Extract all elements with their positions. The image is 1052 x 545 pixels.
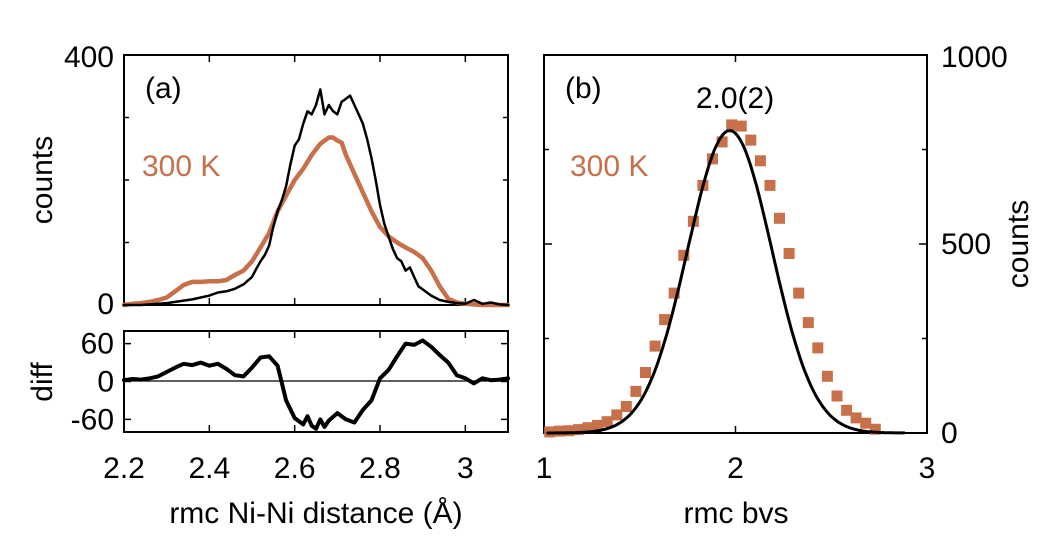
b-y-tick-label: 500 <box>941 228 991 261</box>
b-y-tick-label: 1000 <box>941 41 1008 74</box>
x-tick-label: 2.6 <box>274 452 316 485</box>
b-x-tick-label: 1 <box>536 452 553 485</box>
panel-b-x-ticks: 1 2 3 <box>536 55 936 485</box>
data-point <box>678 249 690 261</box>
series-300K-line <box>121 135 511 308</box>
diff-y-tick-label: 0 <box>97 366 114 399</box>
panel-a-y-ticks: 0 400 <box>64 41 508 321</box>
diff-y-axis-label: diff <box>26 362 59 402</box>
data-point <box>582 422 594 434</box>
data-point <box>601 416 613 428</box>
panel-b-fit-value: 2.0(2) <box>696 82 774 115</box>
data-point <box>716 136 728 148</box>
panel-a-x-axis-label: rmc Ni-Ni distance (Å) <box>169 497 462 530</box>
data-point <box>869 423 881 435</box>
b-y-tick-label: 0 <box>941 417 958 450</box>
data-point <box>592 419 604 431</box>
diff-line <box>122 338 510 431</box>
x-tick-label: 2.4 <box>188 452 230 485</box>
panel-b-y-axis-label: counts <box>1002 200 1035 288</box>
data-point <box>783 248 795 259</box>
data-point <box>668 287 680 299</box>
data-point <box>649 340 661 352</box>
diff-series <box>122 338 510 431</box>
diff-y-tick-label: 60 <box>81 328 114 361</box>
data-point <box>860 417 872 429</box>
panel-a-y-axis-label: counts <box>26 136 59 224</box>
data-point <box>726 119 738 131</box>
y-tick-label: 0 <box>97 288 114 321</box>
panel-a-series <box>121 88 511 308</box>
panel-b-temperature-label: 300 K <box>570 150 648 183</box>
data-point <box>821 370 833 382</box>
x-tick-label: 2.2 <box>103 452 145 485</box>
data-point <box>793 287 805 299</box>
series-rmc-line <box>122 88 510 307</box>
panel-b-y-ticks: 0 500 1000 <box>544 41 1008 450</box>
data-point <box>620 401 632 412</box>
data-point <box>754 155 766 167</box>
data-point <box>745 134 757 146</box>
data-point <box>735 120 747 132</box>
x-tick-label: 3 <box>457 452 474 485</box>
panel-b-label: (b) <box>565 72 602 105</box>
panel-a-diff: -60 0 60 2.2 2.4 2.6 2.8 3 diff rmc Ni-Ni dist… <box>26 328 510 530</box>
data-point <box>573 424 584 436</box>
data-point <box>659 314 671 326</box>
data-point <box>563 425 575 437</box>
data-point <box>812 342 824 354</box>
x-tick-label: 2.8 <box>359 452 401 485</box>
panel-b-series <box>544 119 906 438</box>
panel-a-temperature-label: 300 K <box>142 150 220 183</box>
data-point <box>640 367 651 378</box>
panel-a-label: (a) <box>145 72 182 105</box>
panel-b-x-axis-label: rmc bvs <box>684 497 789 530</box>
data-point <box>831 390 843 402</box>
panel-a-counts: 0 400 (a) 300 K counts <box>26 41 511 321</box>
b-x-tick-label: 3 <box>919 452 936 485</box>
panel-b: 0 500 1000 1 2 3 (b) 300 K 2.0(2) rmc bvs co… <box>536 41 1035 530</box>
data-point <box>764 179 776 191</box>
y-tick-label: 400 <box>64 41 114 74</box>
diff-x-ticks: 2.2 2.4 2.6 2.8 3 <box>103 331 474 485</box>
data-point <box>841 404 853 416</box>
b-x-tick-label: 2 <box>727 452 744 485</box>
data-point <box>553 425 565 437</box>
data-point <box>774 212 785 224</box>
data-point <box>802 317 814 329</box>
data-point <box>630 385 642 397</box>
data-point <box>850 412 862 424</box>
diff-y-ticks: -60 0 60 <box>71 328 508 436</box>
data-point <box>611 409 623 421</box>
gaussian-fit-line <box>546 129 906 435</box>
diff-y-tick-label: -60 <box>71 403 114 436</box>
